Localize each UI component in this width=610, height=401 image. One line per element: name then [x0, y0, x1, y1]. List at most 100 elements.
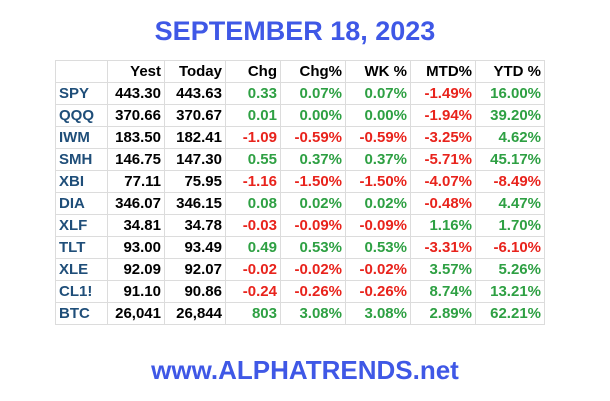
column-header: YTD % — [475, 60, 545, 83]
table-row: CL1! 91.10 90.86 -0.24 -0.26% -0.26% 8.74% 13.2… — [55, 280, 545, 303]
cell: 26,041 — [107, 302, 165, 325]
ticker: IWM — [55, 126, 108, 149]
column-header — [55, 60, 108, 83]
cell: 0.33 — [225, 82, 281, 105]
cell: 16.00% — [475, 82, 545, 105]
cell: -8.49% — [475, 170, 545, 193]
cell: -6.10% — [475, 236, 545, 259]
cell: 5.26% — [475, 258, 545, 281]
cell: -0.26% — [280, 280, 346, 303]
table-row: XBI 77.11 75.95 -1.16 -1.50% -1.50% -4.07% -8.4… — [55, 170, 545, 193]
cell: -1.50% — [345, 170, 411, 193]
cell: 3.08% — [345, 302, 411, 325]
cell: 1.16% — [410, 214, 476, 237]
cell: 90.86 — [164, 280, 226, 303]
cell: 3.08% — [280, 302, 346, 325]
cell: 75.95 — [164, 170, 226, 193]
cell: 183.50 — [107, 126, 165, 149]
table-row: SPY 443.30 443.63 0.33 0.07% 0.07% -1.49% 16.00… — [55, 82, 545, 105]
cell: -3.31% — [410, 236, 476, 259]
cell: 93.49 — [164, 236, 226, 259]
header-row: Yest Today Chg Chg% WK % MTD% YTD % — [55, 60, 545, 83]
table-row: DIA 346.07 346.15 0.08 0.02% 0.02% -0.48% 4.47% — [55, 192, 545, 215]
cell: -1.50% — [280, 170, 346, 193]
cell: 147.30 — [164, 148, 226, 171]
cell: 3.57% — [410, 258, 476, 281]
column-header: Yest — [107, 60, 165, 83]
ticker: BTC — [55, 302, 108, 325]
cell: -0.02% — [345, 258, 411, 281]
cell: 0.08 — [225, 192, 281, 215]
ticker: XBI — [55, 170, 108, 193]
ticker: SMH — [55, 148, 108, 171]
cell: -1.09 — [225, 126, 281, 149]
cell: 0.53% — [345, 236, 411, 259]
cell: 4.47% — [475, 192, 545, 215]
cell: 8.74% — [410, 280, 476, 303]
cell: 91.10 — [107, 280, 165, 303]
cell: 0.01 — [225, 104, 281, 127]
table-row: BTC 26,041 26,844 803 3.08% 3.08% 2.89% 62.21% — [55, 302, 545, 325]
ticker: TLT — [55, 236, 108, 259]
cell: 346.07 — [107, 192, 165, 215]
cell: -0.09% — [345, 214, 411, 237]
column-header: WK % — [345, 60, 411, 83]
footer-url: www.ALPHATRENDS.net — [151, 355, 459, 385]
column-header: Chg% — [280, 60, 346, 83]
cell: 0.55 — [225, 148, 281, 171]
cell: 62.21% — [475, 302, 545, 325]
cell: 34.78 — [164, 214, 226, 237]
cell: -0.26% — [345, 280, 411, 303]
cell: 443.63 — [164, 82, 226, 105]
ticker: XLF — [55, 214, 108, 237]
cell: -0.24 — [225, 280, 281, 303]
cell: 0.53% — [280, 236, 346, 259]
ticker: XLE — [55, 258, 108, 281]
cell: -0.03 — [225, 214, 281, 237]
column-header: MTD% — [410, 60, 476, 83]
cell: 1.70% — [475, 214, 545, 237]
cell: 182.41 — [164, 126, 226, 149]
cell: 45.17% — [475, 148, 545, 171]
cell: 77.11 — [107, 170, 165, 193]
quote-table: Yest Today Chg Chg% WK % MTD% YTD % SPY 443.30 44… — [55, 60, 545, 325]
cell: 0.02% — [280, 192, 346, 215]
cell: 39.20% — [475, 104, 545, 127]
cell: -0.09% — [280, 214, 346, 237]
cell: 803 — [225, 302, 281, 325]
cell: -3.25% — [410, 126, 476, 149]
cell: 92.07 — [164, 258, 226, 281]
cell: 443.30 — [107, 82, 165, 105]
cell: 0.02% — [345, 192, 411, 215]
table-row: IWM 183.50 182.41 -1.09 -0.59% -0.59% -3.25% 4.… — [55, 126, 545, 149]
ticker: DIA — [55, 192, 108, 215]
cell: -0.59% — [345, 126, 411, 149]
cell: 2.89% — [410, 302, 476, 325]
cell: 92.09 — [107, 258, 165, 281]
ticker: QQQ — [55, 104, 108, 127]
cell: -0.48% — [410, 192, 476, 215]
column-header: Today — [164, 60, 226, 83]
cell: 13.21% — [475, 280, 545, 303]
cell: -4.07% — [410, 170, 476, 193]
title: SEPTEMBER 18, 2023 — [154, 16, 436, 46]
cell: 0.07% — [280, 82, 346, 105]
cell: 146.75 — [107, 148, 165, 171]
cell: -1.16 — [225, 170, 281, 193]
cell: 370.67 — [164, 104, 226, 127]
cell: 26,844 — [164, 302, 226, 325]
table-row: XLF 34.81 34.78 -0.03 -0.09% -0.09% 1.16% 1.70% — [55, 214, 545, 237]
table-row: TLT 93.00 93.49 0.49 0.53% 0.53% -3.31% -6.10% — [55, 236, 545, 259]
table-row: SMH 146.75 147.30 0.55 0.37% 0.37% -5.71% 45.17… — [55, 148, 545, 171]
cell: 370.66 — [107, 104, 165, 127]
cell: 0.49 — [225, 236, 281, 259]
cell: 0.00% — [345, 104, 411, 127]
cell: -0.02% — [280, 258, 346, 281]
cell: -5.71% — [410, 148, 476, 171]
cell: 0.00% — [280, 104, 346, 127]
column-header: Chg — [225, 60, 281, 83]
cell: 4.62% — [475, 126, 545, 149]
cell: -1.49% — [410, 82, 476, 105]
cell: 34.81 — [107, 214, 165, 237]
